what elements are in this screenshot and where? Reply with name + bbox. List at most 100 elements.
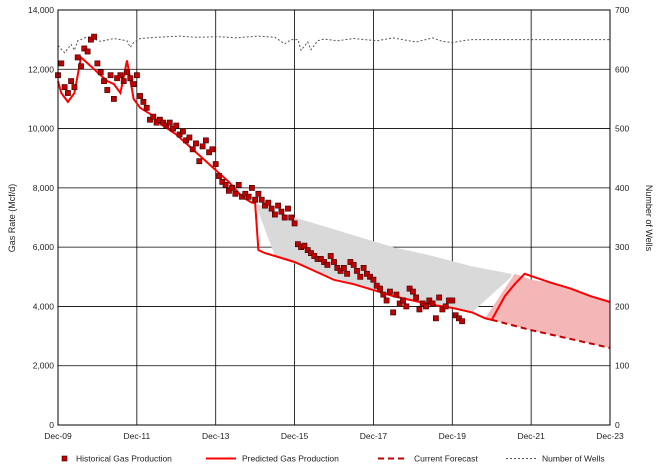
data-point-marker	[255, 190, 262, 197]
data-point-marker	[157, 116, 163, 123]
data-point-marker	[229, 185, 235, 191]
data-point-marker	[94, 60, 101, 67]
data-point-marker	[166, 119, 173, 126]
data-point-marker	[380, 291, 387, 298]
data-point-marker	[340, 264, 347, 271]
data-point-marker	[439, 306, 446, 313]
data-point-marker	[413, 294, 419, 301]
data-point-marker	[304, 247, 311, 253]
data-point-marker	[252, 196, 258, 203]
data-point-marker	[127, 75, 134, 82]
y-tick-label: 8,000	[33, 183, 55, 193]
data-point-marker	[383, 297, 390, 304]
data-point-marker	[68, 78, 74, 84]
data-point-marker	[120, 78, 127, 84]
data-point-marker	[232, 190, 239, 197]
data-point-marker	[111, 96, 117, 102]
x-tick-label: Dec-09	[44, 431, 72, 441]
data-point-marker	[436, 294, 442, 301]
data-point-marker	[275, 202, 281, 209]
data-point-marker	[143, 104, 150, 111]
data-point-marker	[301, 242, 308, 249]
grid-lines	[58, 10, 610, 425]
data-point-marker	[311, 253, 318, 259]
shaded-area-2	[485, 273, 610, 348]
shaded-area-1	[255, 202, 512, 313]
data-point-marker	[432, 315, 439, 322]
data-point-marker	[429, 300, 436, 307]
data-point-marker	[107, 72, 114, 79]
y2-tick-label: 200	[615, 301, 629, 311]
data-point-marker	[97, 69, 104, 76]
data-point-marker	[245, 193, 252, 200]
data-point-marker	[459, 318, 465, 325]
current-forecast-line	[491, 318, 611, 349]
data-point-marker	[147, 116, 153, 123]
data-point-marker	[442, 303, 449, 310]
data-point-marker	[354, 267, 360, 274]
y-tick-label: 6,000	[33, 242, 55, 252]
data-point-marker	[130, 81, 137, 87]
data-point-marker	[117, 72, 124, 79]
data-point-marker	[209, 146, 216, 153]
x-tick-label: Dec-19	[439, 431, 467, 441]
data-point-marker	[88, 36, 94, 43]
y2-tick-label: 400	[615, 183, 629, 193]
data-point-marker	[216, 173, 222, 179]
x-tick-label: Dec-15	[281, 431, 309, 441]
data-point-marker	[377, 285, 383, 292]
data-point-marker	[327, 253, 334, 259]
y-tick-label: 14,000	[28, 5, 54, 15]
data-point-marker	[239, 193, 245, 200]
data-point-marker	[235, 182, 242, 188]
x-tick-label: Dec-17	[360, 431, 388, 441]
data-point-marker	[242, 190, 249, 197]
legend-label: Predicted Gas Production	[242, 454, 339, 464]
data-point-marker	[104, 87, 111, 93]
data-point-marker	[258, 196, 265, 203]
data-point-marker	[416, 306, 423, 313]
data-point-marker	[71, 84, 78, 90]
y-tick-label: 0	[49, 420, 54, 430]
data-point-marker	[134, 72, 140, 79]
data-point-marker	[176, 131, 183, 138]
tick-labels: Dec-09 Dec-11 Dec-13 Dec-15 Dec-17 Dec-19 Dec-…	[28, 5, 629, 441]
data-point-marker	[334, 264, 341, 271]
data-point-marker	[160, 119, 166, 126]
data-point-marker	[78, 63, 84, 70]
y-tick-label: 2,000	[33, 361, 55, 371]
y2-tick-label: 700	[615, 5, 629, 15]
data-point-marker	[196, 158, 203, 165]
y-tick-label: 12,000	[28, 64, 54, 74]
data-point-marker	[203, 137, 209, 144]
shaded-areas	[255, 202, 610, 348]
data-point-marker	[124, 69, 130, 76]
data-point-marker	[189, 146, 196, 153]
data-point-marker	[265, 199, 272, 206]
legend-label: Current Forecast	[414, 454, 478, 464]
data-point-marker	[65, 90, 71, 96]
data-point-marker	[423, 303, 429, 310]
data-point-marker	[363, 270, 370, 277]
y-tick-label: 4,000	[33, 301, 55, 311]
legend-swatch-marker	[61, 455, 68, 462]
data-point-marker	[291, 220, 298, 227]
data-point-marker	[153, 119, 160, 126]
data-point-marker	[317, 256, 324, 262]
data-point-marker	[199, 143, 206, 150]
data-point-marker	[396, 300, 403, 307]
y2-tick-label: 500	[615, 124, 629, 134]
data-point-marker	[393, 291, 400, 298]
y2-tick-label: 600	[615, 64, 629, 74]
data-point-marker	[101, 78, 107, 84]
data-point-marker	[357, 273, 364, 280]
data-point-marker	[114, 75, 120, 82]
data-point-marker	[370, 276, 377, 283]
data-point-marker	[193, 140, 199, 147]
data-point-marker	[183, 137, 189, 144]
x-tick-label: Dec-13	[202, 431, 230, 441]
y-tick-label: 10,000	[28, 124, 54, 134]
y2-tick-label: 100	[615, 361, 629, 371]
legend: Historical Gas Production Predicted Gas P…	[61, 454, 605, 464]
